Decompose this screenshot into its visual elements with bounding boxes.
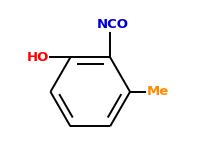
Text: HO: HO [27, 51, 49, 64]
Text: NCO: NCO [97, 18, 129, 31]
Text: Me: Me [146, 85, 168, 98]
